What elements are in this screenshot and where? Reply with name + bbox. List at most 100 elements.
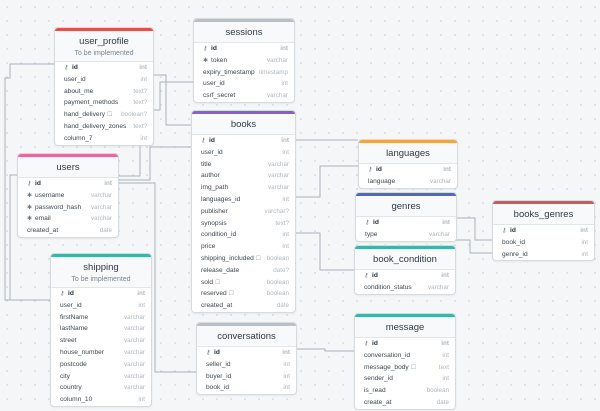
table-books[interactable]: books ⚷ id int user_id int title varchar aut…: [191, 110, 296, 313]
column-row[interactable]: firstName varchar: [51, 312, 151, 324]
column-row[interactable]: price int: [192, 241, 295, 253]
column-row[interactable]: language varchar: [359, 176, 457, 188]
column-row[interactable]: ⚷ id int: [194, 43, 294, 55]
column-row[interactable]: ⚷ id int: [192, 135, 295, 147]
column-row[interactable]: csrf_secret varchar: [194, 90, 294, 102]
table-color-bar: [359, 140, 457, 143]
column-row[interactable]: created_at date: [192, 300, 295, 312]
column-row[interactable]: sold ☐ boolean: [192, 277, 295, 289]
key-icon: ⚷: [502, 228, 507, 234]
column-row[interactable]: ⚷ id int: [197, 347, 296, 359]
column-row[interactable]: lastName varchar: [51, 323, 151, 335]
column-row[interactable]: book_id int: [493, 237, 594, 249]
column-row[interactable]: title varchar: [192, 159, 295, 171]
column-row[interactable]: condition_status varchar: [355, 282, 455, 294]
column-row[interactable]: release_date date?: [192, 265, 295, 277]
column-row[interactable]: country varchar: [51, 382, 151, 394]
table-header: shipping To be implemented: [51, 257, 151, 288]
column-row[interactable]: hand_delivery ☐ boolean?: [55, 109, 153, 121]
column-type: date?: [273, 266, 289, 274]
column-name: type: [365, 230, 378, 238]
column-row[interactable]: type varchar: [356, 229, 456, 241]
column-row[interactable]: ✱ password_hash varchar: [18, 202, 118, 214]
table-user-profile[interactable]: user_profile To be implemented ⚷ id int us…: [54, 27, 154, 146]
table-genres[interactable]: genres ⚷ id int type varchar: [355, 192, 457, 242]
column-row[interactable]: user_id int: [55, 74, 153, 86]
column-row[interactable]: img_path varchar: [192, 182, 295, 194]
column-row[interactable]: reserved ☐ boolean: [192, 288, 295, 300]
column-row[interactable]: create_at date: [355, 397, 455, 409]
column-row[interactable]: hand_delivery_zones text?: [55, 121, 153, 133]
table-sessions[interactable]: sessions ⚷ id int ✱ token varchar expiry_tim…: [193, 18, 295, 103]
column-row[interactable]: user_id int: [192, 147, 295, 159]
column-type: int: [281, 80, 288, 88]
column-name: language: [368, 177, 396, 185]
column-row[interactable]: sender_id int: [355, 373, 455, 385]
column-row[interactable]: payment_methods text?: [55, 97, 153, 109]
column-row[interactable]: book_id int: [197, 382, 296, 394]
column-row[interactable]: ⚷ id int: [356, 217, 456, 229]
column-type: int: [283, 372, 290, 380]
column-row[interactable]: ✱ email varchar: [18, 213, 118, 225]
table-users[interactable]: users ⚷ id int ✱ username varchar ✱ password_…: [17, 153, 119, 238]
column-row[interactable]: seller_id int: [197, 359, 296, 371]
key-icon: ⚷: [27, 181, 32, 187]
table-conversations[interactable]: conversations ⚷ id int seller_id int buyer_…: [196, 322, 297, 396]
column-row[interactable]: ⚷ id int: [355, 270, 455, 282]
column-type: boolean: [426, 387, 449, 395]
table-shipping[interactable]: shipping To be implemented ⚷ id int user_i…: [50, 253, 152, 407]
column-name: city: [60, 372, 70, 380]
column-row[interactable]: ⚷ id int: [55, 62, 153, 74]
column-row[interactable]: user_id int: [51, 300, 151, 312]
table-header: sessions: [194, 22, 294, 43]
column-row[interactable]: buyer_id int: [197, 371, 296, 383]
column-row[interactable]: postcode varchar: [51, 359, 151, 371]
table-books-genres[interactable]: books_genres ⚷ id int book_id int genre_id i…: [492, 200, 595, 262]
column-name: hand_delivery: [64, 111, 106, 119]
column-row[interactable]: ⚷ id int: [359, 164, 457, 176]
table-title: users: [56, 162, 80, 173]
column-row[interactable]: ✱ username varchar: [18, 190, 118, 202]
column-type: varchar: [124, 337, 145, 345]
table-book-condition[interactable]: book_condition ⚷ id int condition_status va…: [354, 245, 456, 295]
column-row[interactable]: house_number varchar: [51, 347, 151, 359]
column-row[interactable]: ⚷ id int: [355, 338, 455, 350]
table-title: shipping: [83, 262, 119, 273]
column-row[interactable]: about_me text?: [55, 86, 153, 98]
column-row[interactable]: author varchar: [192, 170, 295, 182]
column-row[interactable]: ⚷ id int: [493, 225, 594, 237]
table-languages[interactable]: languages ⚷ id int language varchar: [358, 139, 458, 189]
column-row[interactable]: ✱ token varchar: [194, 55, 294, 67]
column-name: reserved: [201, 290, 227, 298]
column-name: languages_id: [201, 195, 241, 203]
column-type: int: [138, 396, 145, 404]
column-row[interactable]: column_7 int: [55, 133, 153, 145]
column-row[interactable]: conversation_id int: [355, 350, 455, 362]
column-row[interactable]: street varchar: [51, 335, 151, 347]
column-row[interactable]: condition_id int: [192, 229, 295, 241]
column-row[interactable]: created_at date: [18, 225, 118, 237]
table-message[interactable]: message ⚷ id int conversation_id int messag…: [354, 313, 456, 410]
column-row[interactable]: genre_id int: [493, 249, 594, 261]
column-row[interactable]: synopsis text?: [192, 218, 295, 230]
column-row[interactable]: message_body ☐ text: [355, 362, 455, 374]
column-row[interactable]: column_10 int: [51, 394, 151, 406]
table-title: books: [230, 119, 257, 130]
column-row[interactable]: languages_id int: [192, 194, 295, 206]
column-row[interactable]: expiry_timestamp timestamp: [194, 67, 294, 79]
table-header: languages: [359, 143, 457, 164]
column-row[interactable]: ⚷ id int: [18, 178, 118, 190]
key-icon: ⚷: [203, 46, 208, 52]
column-row[interactable]: shipping_included ☐ boolean: [192, 253, 295, 265]
column-name: id: [35, 180, 41, 187]
column-row[interactable]: user_id int: [194, 78, 294, 90]
column-type: varchar: [428, 283, 449, 291]
column-name: id: [373, 219, 379, 226]
column-row[interactable]: publisher varchar?: [192, 206, 295, 218]
column-row[interactable]: is_read boolean: [355, 385, 455, 397]
table-title: message: [385, 322, 425, 333]
table-title: user_profile: [79, 36, 129, 47]
column-row[interactable]: ⚷ id int: [51, 288, 151, 300]
column-row[interactable]: city varchar: [51, 371, 151, 383]
column-type: int: [281, 137, 289, 144]
